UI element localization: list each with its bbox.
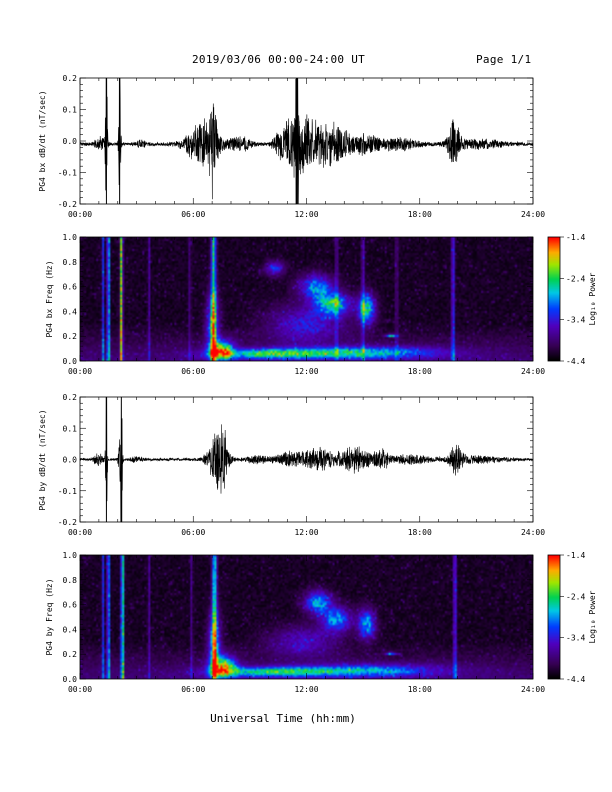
x-tick-label: 18:00 <box>408 210 432 219</box>
by-trace <box>79 396 534 523</box>
x-tick-label: 00:00 <box>68 210 92 219</box>
x-tick-label: 00:00 <box>68 367 92 376</box>
panel-by-spectrogram: 00:00 06:00 12:00 18:00 24:00 0.0 0.2 0.4 0.6 0.8… <box>45 551 597 694</box>
page-title: 2019/03/06 00:00-24:00 UT <box>192 53 366 66</box>
colorbar-tick-label: -1.4 <box>566 233 585 242</box>
y-tick-label: 0.6 <box>63 601 78 610</box>
by-colorbar-ticks: -1.4 -2.4 -3.4 -4.4 <box>560 551 585 684</box>
bx-colorbar <box>548 237 560 361</box>
y-tick-label: 0.1 <box>63 106 78 115</box>
x-tick-label: 00:00 <box>68 528 92 537</box>
colorbar-tick-label: -1.4 <box>566 551 585 560</box>
by-spectrogram-axes: 00:00 06:00 12:00 18:00 24:00 0.0 0.2 0.4 0.6 0.8… <box>63 551 546 694</box>
x-tick-label: 12:00 <box>294 367 318 376</box>
colorbar-tick-label: -3.4 <box>566 634 585 643</box>
y-tick-label: -0.2 <box>58 200 77 209</box>
y-tick-label: 0.0 <box>63 357 78 366</box>
y-tick-label: 0.8 <box>63 576 78 585</box>
y-tick-label: -0.1 <box>58 169 77 178</box>
panel-by-waveform: 00:00 06:00 12:00 18:00 24:00 -0.2 -0.1 0.0 0.1 0… <box>38 393 545 537</box>
x-tick-label: 24:00 <box>521 210 545 219</box>
y-tick-label: 1.0 <box>63 233 78 242</box>
y-tick-label: 0.2 <box>63 74 78 83</box>
x-tick-label: 18:00 <box>408 367 432 376</box>
x-tick-label: 24:00 <box>521 367 545 376</box>
y-tick-label: 0.8 <box>63 258 78 267</box>
x-tick-label: 06:00 <box>181 367 205 376</box>
colorbar-tick-label: -4.4 <box>566 675 585 684</box>
colorbar-tick-label: -4.4 <box>566 357 585 366</box>
bx-trace <box>79 77 534 205</box>
y-tick-label: 0.0 <box>63 456 78 465</box>
y-tick-label: 0.4 <box>63 307 78 316</box>
y-tick-label: 0.0 <box>63 137 78 146</box>
colorbar-tick-label: -2.4 <box>566 592 585 601</box>
bx-waveform-axes: 00:00 06:00 12:00 18:00 24:00 -0.2 -0.1 0.0 0.1 0… <box>58 74 545 219</box>
y-tick-label: -0.2 <box>58 518 77 527</box>
by-colorbar-frame <box>547 554 561 680</box>
x-tick-label: 12:00 <box>294 528 318 537</box>
y-tick-label: -0.1 <box>58 487 77 496</box>
y-tick-label: 0.4 <box>63 625 78 634</box>
x-tick-label: 12:00 <box>294 685 318 694</box>
colorbar-tick-label: -3.4 <box>566 316 585 325</box>
panel-bx-spectrogram: 00:00 06:00 12:00 18:00 24:00 0.0 0.2 0.4 0.6 0.8… <box>45 233 597 376</box>
by-colorbar-label: Log₁₀ Power <box>588 590 597 643</box>
by-waveform-ylabel: PG4 by dB/dt (nT/sec) <box>38 409 47 510</box>
y-tick-label: 0.0 <box>63 675 78 684</box>
x-tick-label: 24:00 <box>521 685 545 694</box>
x-tick-label: 18:00 <box>408 685 432 694</box>
bx-waveform-ylabel: PG4 bx dB/dt (nT/sec) <box>38 90 47 191</box>
panel-bx-waveform: 00:00 06:00 12:00 18:00 24:00 -0.2 -0.1 0.0 0.1 0… <box>38 74 545 219</box>
y-tick-label: 0.2 <box>63 650 78 659</box>
x-tick-label: 06:00 <box>181 528 205 537</box>
x-tick-label: 00:00 <box>68 685 92 694</box>
bx-spectrogram-axes: 00:00 06:00 12:00 18:00 24:00 0.0 0.2 0.4 0.6 0.8… <box>63 233 546 376</box>
by-colorbar <box>548 555 560 679</box>
by-waveform-axes: 00:00 06:00 12:00 18:00 24:00 -0.2 -0.1 0.0 0.1 0… <box>58 393 545 537</box>
y-tick-label: 0.1 <box>63 424 78 433</box>
x-tick-label: 06:00 <box>181 685 205 694</box>
x-tick-label: 06:00 <box>181 210 205 219</box>
y-tick-label: 0.6 <box>63 283 78 292</box>
bx-colorbar-label: Log₁₀ Power <box>588 272 597 325</box>
y-tick-label: 0.2 <box>63 332 78 341</box>
x-tick-label: 12:00 <box>294 210 318 219</box>
y-tick-label: 0.2 <box>63 393 78 402</box>
bx-colorbar-frame <box>547 236 561 362</box>
by-spectrogram-image <box>80 555 533 679</box>
bx-colorbar-ticks: -1.4 -2.4 -3.4 -4.4 <box>560 233 585 366</box>
x-tick-label: 24:00 <box>521 528 545 537</box>
y-tick-label: 1.0 <box>63 551 78 560</box>
x-tick-label: 18:00 <box>408 528 432 537</box>
bx-spectrogram-image <box>80 237 533 361</box>
by-spectrogram-ylabel: PG4 by Freq (Hz) <box>45 578 54 655</box>
x-axis-label: Universal Time (hh:mm) <box>210 712 356 725</box>
bx-spectrogram-ylabel: PG4 bx Freq (Hz) <box>45 260 54 337</box>
colorbar-tick-label: -2.4 <box>566 274 585 283</box>
page-number: Page 1/1 <box>476 53 532 66</box>
